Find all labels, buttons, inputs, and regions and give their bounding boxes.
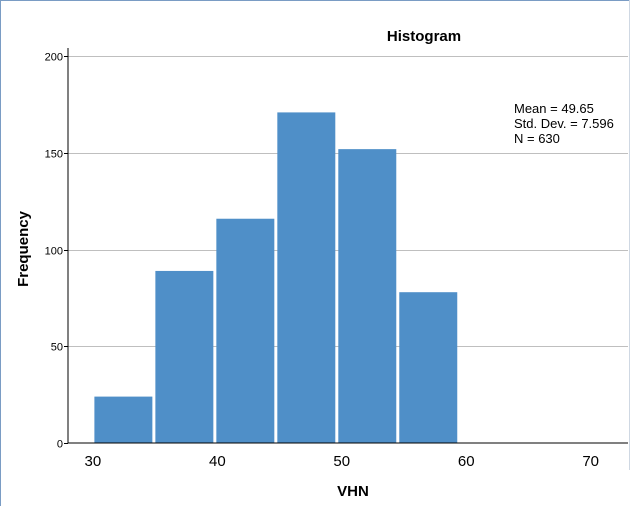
histogram-bar: 24 (94, 396, 153, 443)
stats-n: N = 630 (514, 131, 560, 146)
y-tick-label: 150 (45, 149, 63, 161)
x-tick-label: 60 (458, 453, 475, 470)
histogram-bar: 78 (399, 292, 458, 443)
x-tick-label: 30 (85, 453, 102, 470)
x-tick-label: 40 (209, 453, 226, 470)
y-tick-label: 100 (45, 246, 63, 258)
histogram-bar: 152 (338, 149, 397, 443)
y-tick-label: 200 (45, 52, 63, 64)
histogram-bar: 89 (155, 270, 214, 443)
y-tick-label: 50 (51, 342, 63, 354)
x-axis-title: VHN (337, 483, 369, 500)
histogram-bar: 171 (277, 112, 336, 444)
y-tick-label: 0 (57, 439, 63, 451)
y-axis-title: Frequency (15, 210, 32, 287)
x-axis-ticks: 30 40 50 60 70 (85, 453, 599, 470)
x-tick-label: 50 (333, 453, 350, 470)
y-axis-ticks: 0 50 100 150 200 (45, 52, 68, 451)
stats-mean: Mean = 49.65 (514, 101, 594, 116)
histogram-bar: 116 (216, 218, 275, 443)
x-tick-label: 70 (582, 453, 599, 470)
chart-title: Histogram (387, 28, 461, 45)
stats-std-dev: Std. Dev. = 7.596 (514, 116, 614, 131)
bars: 248911617115278 (94, 112, 458, 444)
